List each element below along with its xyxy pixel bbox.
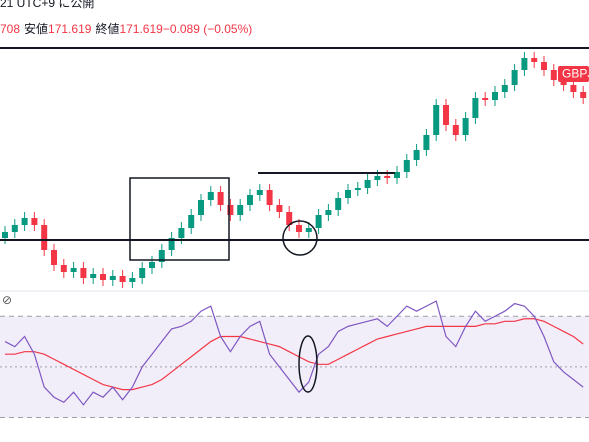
candle-body	[482, 98, 489, 100]
candle-body	[374, 176, 381, 180]
candle-body	[119, 276, 126, 282]
rsi-ma-line	[5, 318, 584, 391]
candle-body	[443, 105, 449, 125]
candle-body	[413, 150, 420, 160]
candle-body	[325, 210, 332, 215]
candle-body	[296, 225, 302, 232]
candle-body	[178, 228, 185, 238]
candle-body	[70, 268, 77, 272]
candle-body	[188, 215, 195, 228]
candle-body	[511, 70, 518, 85]
candle-body	[560, 80, 567, 85]
candle-body	[129, 278, 136, 282]
candle-body	[384, 176, 391, 178]
candle-body	[266, 190, 273, 205]
candle-body	[207, 192, 214, 200]
candle-body	[423, 135, 430, 150]
low-value: 171.619	[48, 22, 92, 36]
pane-icon: ⊘	[2, 293, 12, 307]
change: −0.089 (−0.05%)	[163, 22, 252, 36]
candle-body	[227, 205, 234, 215]
candle-body	[492, 92, 498, 100]
candle-body	[354, 188, 361, 190]
candle-body	[217, 192, 224, 205]
price-label-bg	[558, 66, 589, 82]
candle-body	[247, 195, 253, 205]
candle-body	[364, 180, 371, 188]
symbol-label: GBPJ	[562, 67, 589, 81]
candle-body	[139, 268, 146, 278]
candle-body	[100, 274, 106, 280]
annotation-box	[129, 177, 230, 261]
candle-body	[149, 262, 155, 268]
candle-body	[109, 276, 116, 280]
candle-body	[403, 160, 410, 172]
candle-body	[2, 232, 8, 238]
candle-body	[570, 85, 577, 92]
low-label: 安値	[24, 21, 48, 36]
candle-body	[335, 198, 342, 210]
candle-body	[31, 218, 38, 225]
candle-body	[276, 205, 283, 212]
candle-body	[90, 274, 97, 278]
header-fragment: 708	[0, 22, 20, 36]
candle-body	[472, 98, 479, 118]
candle-body	[51, 250, 57, 265]
candle-body	[433, 105, 440, 135]
candle-body	[41, 225, 48, 250]
candle-body	[541, 62, 547, 70]
candle-body	[345, 190, 351, 198]
candle-body	[21, 218, 28, 225]
candle-body	[315, 215, 322, 228]
candle-body	[11, 225, 18, 232]
candle-body	[521, 58, 528, 70]
candle-body	[550, 70, 557, 80]
annotation-ellipse	[298, 335, 318, 393]
candle-body	[237, 205, 244, 215]
candle-body	[452, 125, 459, 135]
candle-body	[198, 200, 204, 215]
candle-body	[462, 118, 469, 135]
candle-body	[256, 190, 263, 195]
candle-body	[158, 250, 165, 262]
candle-body	[80, 268, 87, 278]
candle-body	[580, 92, 587, 98]
candle-body	[60, 265, 67, 272]
candle-body	[501, 85, 508, 92]
candle-body	[531, 58, 538, 62]
candle-body	[305, 228, 312, 232]
candle-body	[286, 212, 293, 225]
close-label: 終値	[95, 21, 119, 36]
rsi-line	[4, 300, 584, 406]
candle-body	[168, 238, 175, 250]
annotation-circle	[282, 220, 318, 256]
close-value: 171.619	[119, 22, 163, 36]
published: 21 UTC+9 に公開	[0, 0, 94, 10]
candle-body	[394, 172, 400, 178]
